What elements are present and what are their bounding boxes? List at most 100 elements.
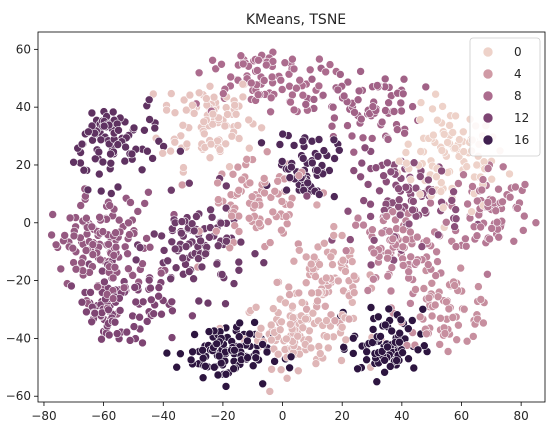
scatter-point	[156, 268, 166, 278]
scatter-point	[319, 239, 329, 248]
scatter-point	[284, 69, 294, 79]
scatter-point	[295, 75, 305, 85]
legend-marker	[482, 90, 494, 102]
scatter-point	[431, 271, 441, 280]
scatter-point	[509, 237, 519, 246]
scatter-point	[307, 288, 317, 298]
scatter-point	[387, 326, 397, 336]
scatter-point	[268, 304, 278, 313]
scatter-point	[47, 230, 56, 240]
scatter-point	[307, 158, 317, 168]
scatter-point	[185, 178, 194, 188]
scatter-point	[99, 121, 109, 131]
scatter-point	[88, 240, 98, 249]
scatter-point	[327, 121, 337, 131]
scatter-point	[177, 180, 187, 190]
scatter-point	[205, 153, 215, 162]
scatter-point	[277, 225, 286, 235]
scatter-point	[474, 282, 483, 291]
scatter-point	[133, 207, 143, 216]
scatter-point	[366, 199, 375, 209]
scatter-point	[347, 131, 357, 141]
scatter-point	[384, 304, 394, 314]
scatter-point	[314, 190, 324, 199]
scatter-point	[415, 190, 425, 199]
scatter-point	[362, 355, 371, 365]
scatter-point	[270, 187, 280, 196]
scatter-point	[412, 232, 422, 242]
scatter-point	[329, 135, 339, 145]
y-axis: −60 −40 −20 0 20 40 60	[6, 42, 38, 403]
scatter-point	[315, 260, 324, 269]
scatter-point	[432, 247, 441, 257]
scatter-point	[192, 212, 201, 221]
scatter-point	[408, 205, 417, 215]
scatter-point	[398, 89, 408, 99]
scatter-point	[371, 163, 381, 172]
scatter-point	[236, 51, 246, 61]
scatter-point	[419, 284, 429, 293]
scatter-point	[222, 181, 231, 191]
scatter-point	[254, 218, 264, 228]
scatter-point	[413, 345, 423, 355]
scatter-point	[333, 85, 343, 95]
scatter-point	[321, 273, 331, 283]
scatter-point	[459, 147, 469, 156]
scatter-point	[167, 237, 177, 247]
scatter-point	[325, 60, 335, 69]
scatter-point	[494, 184, 503, 194]
scatter-point	[213, 370, 223, 380]
scatter-point	[198, 353, 208, 363]
scatter-point	[170, 108, 180, 117]
scatter-point	[137, 165, 147, 175]
scatter-point	[380, 367, 389, 377]
scatter-point	[124, 264, 133, 274]
scatter-point	[245, 143, 254, 153]
scatter-point	[216, 218, 226, 228]
legend-marker	[482, 68, 494, 80]
scatter-point	[110, 262, 120, 272]
scatter-point	[326, 252, 336, 262]
scatter-point	[498, 197, 507, 207]
scatter-point	[431, 89, 440, 99]
scatter-point	[447, 196, 457, 205]
scatter-point	[131, 297, 141, 307]
scatter-point	[162, 348, 172, 358]
scatter-point	[477, 185, 487, 195]
scatter-point	[87, 317, 96, 327]
x-tick-label: −80	[31, 409, 56, 423]
scatter-point	[513, 204, 522, 213]
scatter-point	[140, 199, 149, 208]
scatter-point	[383, 253, 392, 263]
legend-label: 16	[514, 133, 529, 147]
scatter-point	[322, 332, 332, 342]
scatter-point	[429, 130, 438, 140]
scatter-point	[238, 79, 248, 89]
scatter-point	[108, 294, 118, 303]
scatter-point	[250, 200, 260, 210]
scatter-point	[330, 154, 339, 163]
scatter-point	[234, 265, 244, 275]
scatter-point	[213, 178, 222, 188]
scatter-point	[479, 318, 488, 328]
scatter-point	[277, 157, 287, 166]
scatter-point	[178, 253, 188, 263]
scatter-point	[356, 172, 365, 182]
scatter-point	[108, 273, 118, 283]
scatter-point	[301, 100, 311, 109]
scatter-point	[185, 267, 194, 276]
scatter-point	[487, 224, 497, 233]
scatter-point	[338, 255, 348, 265]
scatter-point	[247, 192, 257, 201]
scatter-point	[286, 352, 296, 362]
scatter-point	[144, 95, 154, 105]
scatter-point	[82, 213, 91, 223]
scatter-point	[380, 320, 390, 330]
scatter-point	[328, 260, 337, 269]
scatter-point	[79, 165, 89, 175]
scatter-point	[259, 174, 269, 183]
scatter-point	[437, 166, 446, 176]
scatter-point	[221, 139, 230, 149]
scatter-point	[212, 259, 222, 269]
scatter-point	[120, 156, 130, 166]
